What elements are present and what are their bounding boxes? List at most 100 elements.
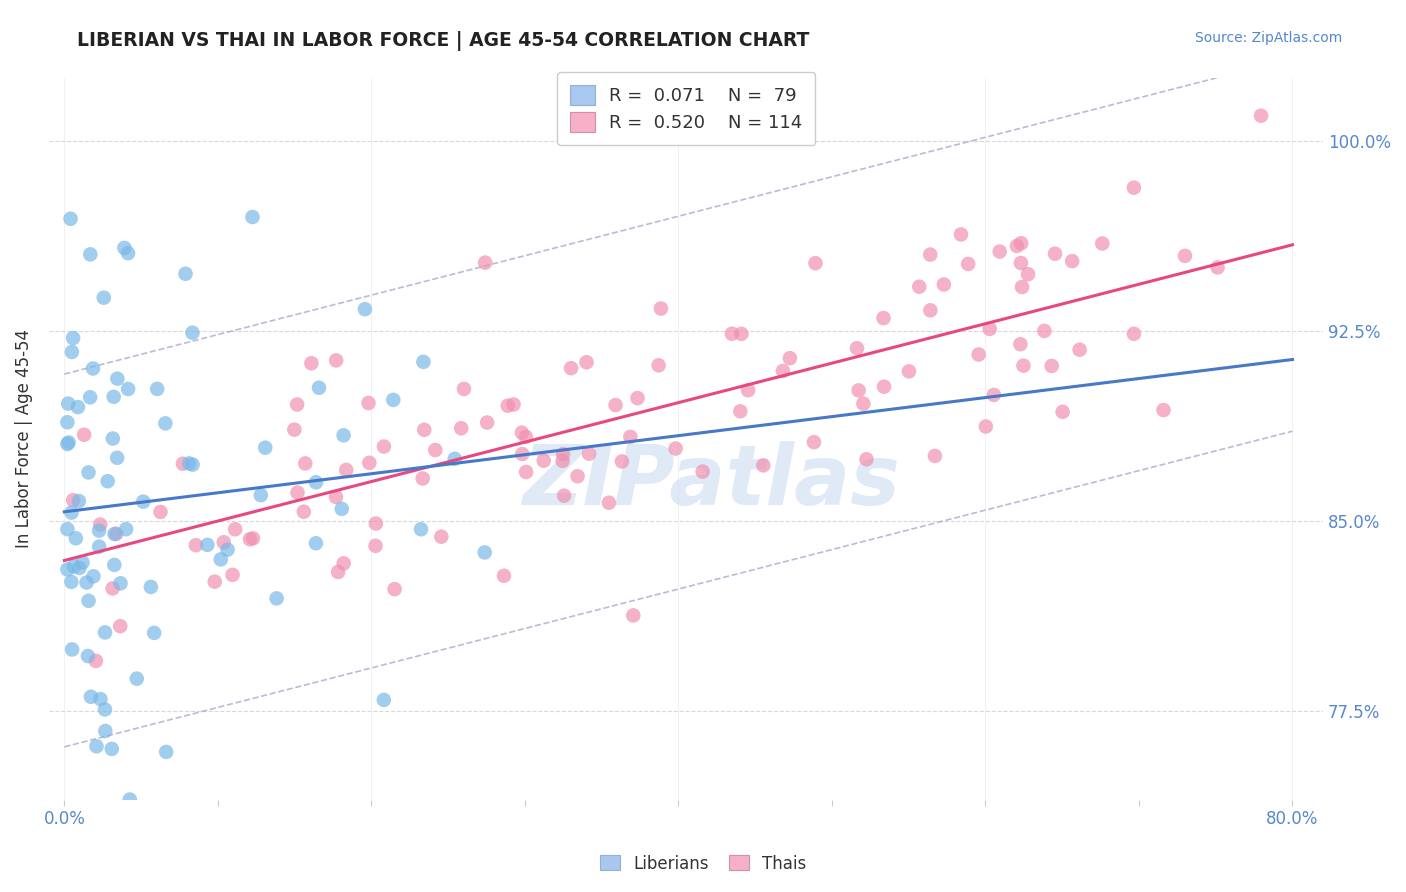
Point: [1010, 236, 1032, 251]
Point: [357, 396, 380, 410]
Point: [665, 442, 688, 456]
Point: [326, 565, 349, 579]
Legend: R =  0.071    N =  79, R =  0.520    N = 114: R = 0.071 N = 79, R = 0.520 N = 114: [557, 72, 815, 145]
Point: [62, 559, 84, 574]
Point: [335, 463, 357, 477]
Point: [1012, 359, 1035, 373]
Point: [62, 331, 84, 345]
Point: [354, 302, 377, 317]
Point: [1206, 260, 1229, 275]
Point: [89, 540, 111, 554]
Point: [181, 458, 204, 472]
Point: [325, 490, 347, 504]
Point: [294, 457, 316, 471]
Point: [249, 488, 271, 502]
Point: [73, 427, 96, 442]
Point: [325, 353, 347, 368]
Point: [897, 364, 920, 378]
Point: [56, 562, 79, 576]
Point: [621, 608, 644, 623]
Point: [920, 303, 942, 318]
Point: [242, 532, 264, 546]
Text: ZIPatlas: ZIPatlas: [523, 442, 900, 523]
Point: [515, 465, 537, 479]
Point: [60, 574, 83, 589]
Point: [908, 279, 931, 293]
Point: [94, 702, 117, 716]
Point: [69, 561, 91, 575]
Point: [1052, 405, 1074, 419]
Point: [117, 246, 139, 260]
Point: [332, 557, 354, 571]
Point: [209, 552, 232, 566]
Point: [299, 356, 322, 370]
Point: [212, 535, 235, 549]
Point: [204, 574, 226, 589]
Point: [101, 582, 124, 596]
Point: [60, 345, 83, 359]
Point: [139, 580, 162, 594]
Point: [1250, 109, 1272, 123]
Point: [932, 277, 955, 292]
Point: [553, 447, 575, 461]
Point: [103, 527, 125, 541]
Point: [551, 454, 574, 468]
Point: [848, 384, 870, 398]
Point: [184, 538, 207, 552]
Point: [846, 341, 869, 355]
Point: [1122, 180, 1144, 194]
Point: [852, 397, 875, 411]
Point: [82, 569, 104, 583]
Point: [118, 792, 141, 806]
Point: [575, 355, 598, 369]
Point: [730, 326, 752, 341]
Point: [89, 517, 111, 532]
Point: [730, 404, 752, 418]
Point: [224, 522, 246, 536]
Point: [752, 458, 775, 473]
Point: [578, 447, 600, 461]
Point: [89, 692, 111, 706]
Point: [101, 432, 124, 446]
Point: [115, 522, 138, 536]
Point: [67, 494, 90, 508]
Point: [647, 359, 669, 373]
Point: [692, 465, 714, 479]
Legend: Liberians, Thais: Liberians, Thais: [593, 848, 813, 880]
Point: [492, 568, 515, 582]
Point: [84, 654, 107, 668]
Point: [598, 496, 620, 510]
Point: [103, 390, 125, 404]
Point: [155, 745, 177, 759]
Point: [242, 210, 264, 224]
Point: [924, 449, 946, 463]
Point: [450, 421, 472, 435]
Text: LIBERIAN VS THAI IN LABOR FORCE | AGE 45-54 CORRELATION CHART: LIBERIAN VS THAI IN LABOR FORCE | AGE 45…: [77, 31, 810, 51]
Point: [567, 469, 589, 483]
Point: [332, 428, 354, 442]
Point: [409, 522, 432, 536]
Point: [1091, 236, 1114, 251]
Point: [1040, 359, 1063, 373]
Point: [920, 247, 942, 261]
Point: [453, 382, 475, 396]
Point: [510, 425, 533, 440]
Point: [112, 241, 135, 255]
Point: [103, 558, 125, 572]
Point: [146, 382, 169, 396]
Point: [1005, 239, 1028, 253]
Point: [100, 742, 122, 756]
Point: [221, 568, 243, 582]
Point: [412, 355, 434, 369]
Point: [174, 267, 197, 281]
Point: [949, 227, 972, 242]
Point: [77, 594, 100, 608]
Point: [283, 423, 305, 437]
Point: [105, 372, 128, 386]
Point: [58, 435, 80, 450]
Point: [364, 516, 387, 531]
Point: [287, 485, 309, 500]
Point: [105, 526, 128, 541]
Point: [1017, 267, 1039, 281]
Point: [80, 690, 103, 704]
